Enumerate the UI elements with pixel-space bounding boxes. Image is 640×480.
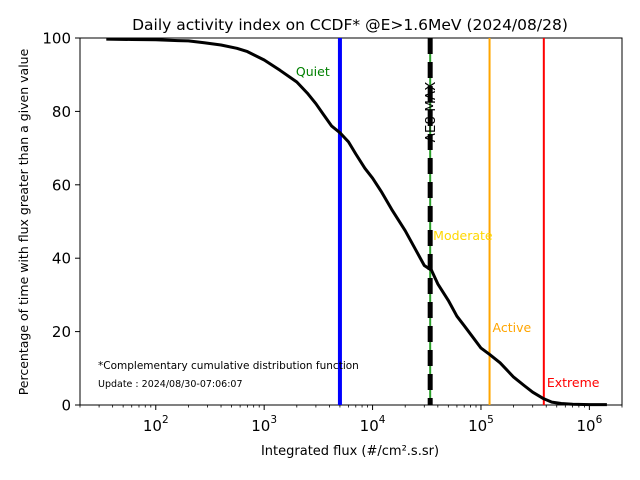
threshold-label-extreme: Extreme: [547, 375, 600, 390]
y-tick-label-5: 100: [42, 30, 71, 48]
threshold-label-moderate: Moderate: [433, 228, 493, 243]
y-axis: 0 20 40 60 80 100: [42, 30, 80, 415]
threshold-label-active: Active: [493, 320, 532, 335]
threshold-label-quiet: Quiet: [296, 64, 330, 79]
series-layer: [106, 37, 607, 407]
x-tick-label-2: 104: [360, 414, 386, 435]
update-timestamp: Update : 2024/08/30-07:06:07: [98, 379, 243, 390]
threshold-label-ae8-max: AE8 MAX: [423, 82, 439, 143]
plot-area: Moderate Quiet Active Extreme AE8 MAX: [79, 37, 623, 407]
y-tick-label-0: 0: [61, 397, 71, 415]
plot-frame: [79, 37, 623, 406]
chart-title: Daily activity index on CCDF* @E>1.6MeV …: [132, 16, 568, 34]
x-tick-label-1: 103: [251, 414, 277, 435]
y-tick-label-4: 80: [52, 103, 71, 121]
x-tick-label-4: 106: [576, 414, 602, 435]
x-tick-label-3: 105: [468, 414, 494, 435]
y-tick-label-1: 20: [52, 323, 71, 341]
threshold-lines: [337, 38, 545, 405]
y-axis-label: Percentage of time with flux greater tha…: [16, 48, 31, 395]
x-axis-label: Integrated flux (#/cm².s.sr): [261, 444, 439, 459]
ccdf-footnote: *Complementary cumulative distribution f…: [98, 360, 359, 372]
ccdf-series-line-0: [106, 37, 607, 407]
threshold-labels: Moderate Quiet Active Extreme AE8 MAX: [296, 64, 600, 390]
x-tick-label-0: 102: [143, 414, 169, 435]
x-axis: 102 103 104 105 106: [79, 405, 623, 435]
y-tick-label-2: 40: [52, 250, 71, 268]
y-tick-label-3: 60: [52, 176, 71, 194]
